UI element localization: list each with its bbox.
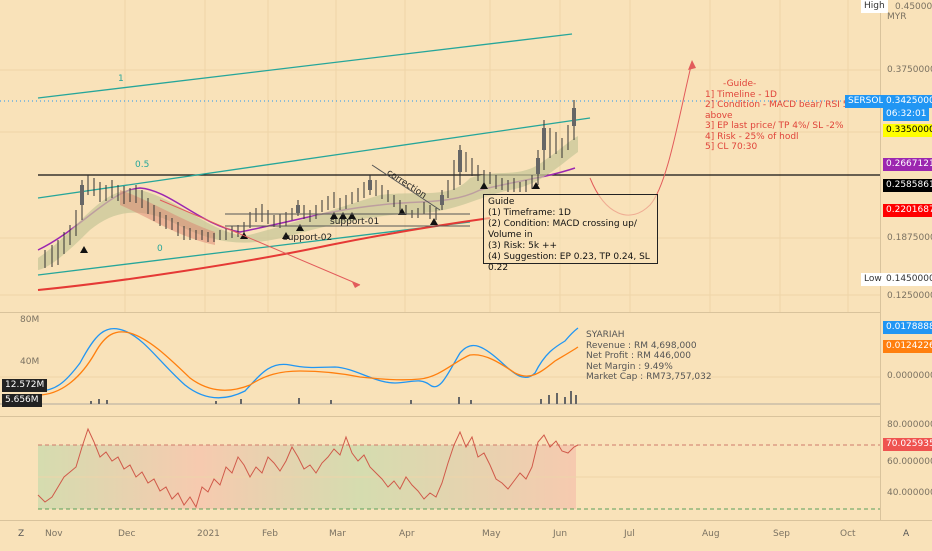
channel-top-line <box>37 33 573 99</box>
red-ma-tag: 0.22016875 <box>883 204 932 217</box>
fib-label-0: 0 <box>157 244 163 254</box>
high-label: High <box>861 0 888 13</box>
price-pane[interactable]: 1 0.5 0 correction support-01 support-02… <box>0 0 880 312</box>
red-guide-line: -Guide- <box>723 79 757 89</box>
fundamentals-line: SYARIAH <box>586 330 625 340</box>
time-label: Jun <box>553 529 568 539</box>
time-label: Dec <box>118 529 136 539</box>
price-axis[interactable]: High 0.45000000 MYR 0.37500000 SERSOL 0.… <box>845 0 932 520</box>
time-label: Sep <box>773 529 790 539</box>
purple-ma-tag: 0.26671217 <box>883 158 932 171</box>
rsi-tick-40: 40.00000000 <box>887 488 932 498</box>
ribbon-red-zone <box>120 190 215 245</box>
symbol-tag: SERSOL <box>845 95 887 108</box>
macd-tag: 0.01788882 <box>883 321 932 334</box>
fib-label-0-5: 0.5 <box>135 160 150 170</box>
currency-label: MYR <box>887 12 907 22</box>
rsi-tick-80: 80.00000000 <box>887 420 932 430</box>
support-01-label: support-01 <box>330 217 380 227</box>
volume-tag-1: 12.572M <box>2 379 48 392</box>
time-label: May <box>482 529 501 539</box>
long-ma-line <box>37 217 491 291</box>
signal-line <box>37 331 579 396</box>
fib-label-1: 1 <box>118 74 124 84</box>
support-price-tag: 0.25858613 <box>883 179 932 192</box>
macd-chart-svg <box>0 327 880 405</box>
price-chart-svg <box>0 0 880 312</box>
ribbon-area <box>38 136 578 270</box>
red-guide-line: 1] Timeline - 1D <box>705 89 777 100</box>
red-guide-line: 2] Condition - MACD bear/ RSI 50% above <box>705 100 863 121</box>
channel-bottom-line <box>37 221 471 276</box>
correction-arrow <box>371 164 441 211</box>
rsi-value-tag: 70.02593551 <box>883 438 932 451</box>
guide-box[interactable]: Guide (1) Timeframe: 1D (2) Condition: M… <box>483 194 658 273</box>
red-projection-line <box>159 199 361 286</box>
candle-bodies <box>80 108 576 213</box>
time-label: 2021 <box>197 529 220 539</box>
red-guide-note[interactable]: -Guide- 1] Timeline - 1D 2] Condition - … <box>705 79 880 153</box>
auto-scale-button[interactable]: A <box>903 529 910 539</box>
support-02-label: support-02 <box>283 233 333 243</box>
guide-line: Guide <box>488 197 515 207</box>
projection-curve <box>589 61 693 216</box>
time-label: Mar <box>329 529 346 539</box>
time-label: Feb <box>262 529 278 539</box>
volume-bars <box>90 391 577 404</box>
rsi-pane[interactable] <box>0 416 880 521</box>
vol-label-80m: 80M <box>20 315 40 325</box>
price-tick: 0.18750000 <box>887 233 932 243</box>
rsi-line <box>37 427 579 509</box>
price-tick: 0.12500000 <box>887 291 932 301</box>
fundamentals-note: SYARIAH Revenue : RM 4,698,000 Net Profi… <box>586 330 712 383</box>
low-label: Low <box>861 273 885 286</box>
fundamentals-line: Revenue : RM 4,698,000 <box>586 340 697 351</box>
macd-pane[interactable]: 80M 40M 12.572M 5.656M SYARIAH Revenue :… <box>0 312 880 417</box>
time-axis[interactable]: Z Nov Dec 2021 Feb Mar Apr May Jun Jul A… <box>0 520 932 551</box>
guide-line: (3) Risk: 5k ++ <box>488 241 558 251</box>
rsi-chart-svg <box>37 427 880 510</box>
time-label: Aug <box>702 529 720 539</box>
vol-label-40m: 40M <box>20 357 40 367</box>
signal-tag: 0.01242261 <box>883 340 932 353</box>
price-tick: 0.45000000 <box>895 2 932 12</box>
time-label: Apr <box>399 529 415 539</box>
guide-line: (1) Timeframe: 1D <box>488 208 571 218</box>
macd-line <box>37 327 579 399</box>
countdown-tag: 06:32:01 <box>883 108 930 121</box>
guide-line: (4) Suggestion: EP 0.23, TP 0.24, SL 0.2… <box>488 252 650 273</box>
fundamentals-line: Net Profit : RM 446,000 <box>586 351 691 361</box>
signal-triangles <box>80 182 540 253</box>
red-guide-line: 5] CL 70:30 <box>705 142 758 152</box>
fundamentals-line: Market Cap : RM73,757,032 <box>586 372 712 382</box>
channel-mid-line <box>37 117 591 199</box>
guide-line: (2) Condition: MACD crossing up/ Volume … <box>488 219 637 240</box>
volume-tag-2: 5.656M <box>2 394 42 407</box>
macd-zero-tick: 0.00000000 <box>887 371 932 381</box>
time-label: Nov <box>45 529 63 539</box>
timezone-button[interactable]: Z <box>18 529 25 539</box>
rsi-tick-60: 60.00000000 <box>887 457 932 467</box>
time-label: Oct <box>840 529 856 539</box>
price-tick: 0.37500000 <box>887 65 932 75</box>
fundamentals-line: Net Margin : 9.49% <box>586 361 673 372</box>
red-guide-line: 4] Risk - 25% of hodl <box>705 131 799 142</box>
red-guide-line: 3] EP last price/ TP 4%/ SL -2% <box>705 121 844 131</box>
time-label: Jul <box>624 529 635 539</box>
